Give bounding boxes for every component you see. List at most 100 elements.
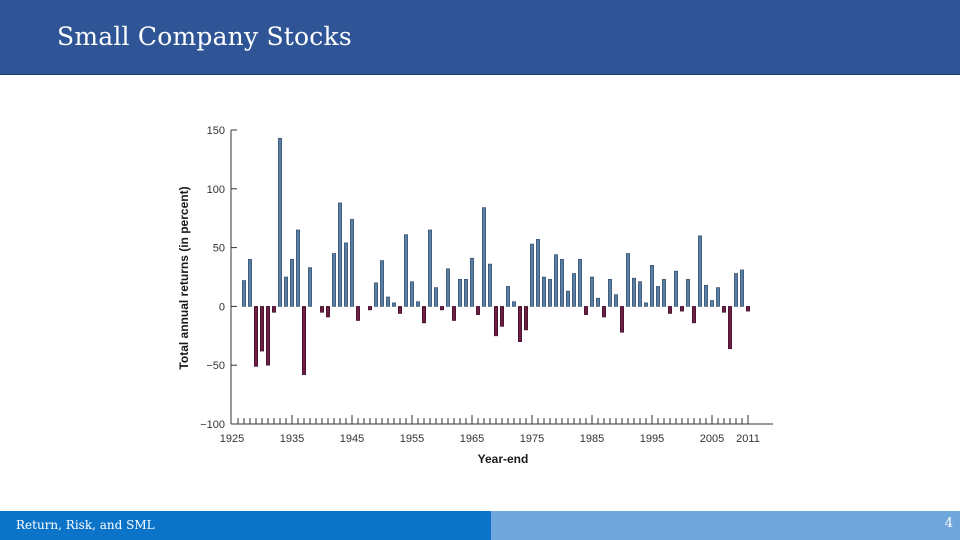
x-tick-label: 1965	[460, 433, 484, 445]
return-bar	[481, 207, 486, 307]
return-bar	[613, 294, 618, 307]
return-bar	[289, 259, 294, 307]
return-bar	[475, 306, 480, 315]
x-tick-label: 1995	[640, 433, 664, 445]
return-bar	[661, 279, 666, 307]
y-tick-label: 50	[213, 243, 225, 255]
return-bar	[643, 302, 648, 307]
return-bar	[547, 279, 552, 307]
return-bar	[355, 306, 360, 321]
return-bar	[697, 235, 702, 307]
return-bar	[637, 281, 642, 307]
x-tick-label: 1945	[340, 433, 364, 445]
return-bar	[607, 279, 612, 307]
return-bar	[577, 259, 582, 307]
return-bar	[277, 137, 282, 307]
return-bar	[319, 306, 324, 313]
return-bar	[451, 306, 456, 321]
return-bar	[733, 273, 738, 307]
return-bar	[415, 301, 420, 307]
return-bar	[265, 306, 270, 366]
return-bar	[259, 306, 264, 352]
page-number: 4	[944, 516, 953, 531]
return-bar	[745, 306, 750, 312]
return-bar	[391, 302, 396, 307]
return-bar	[529, 243, 534, 307]
return-bar	[631, 277, 636, 307]
return-bar	[709, 300, 714, 307]
return-bar	[427, 229, 432, 307]
return-bar	[385, 296, 390, 307]
x-tick-label: 1925	[220, 433, 244, 445]
y-tick-label: 0	[219, 301, 225, 313]
return-bar	[421, 306, 426, 324]
return-bar	[625, 253, 630, 307]
return-bar	[523, 306, 528, 331]
return-bar	[349, 219, 354, 307]
return-bar	[565, 290, 570, 307]
return-bar	[571, 273, 576, 307]
return-bar	[673, 270, 678, 307]
return-bar	[655, 286, 660, 307]
y-tick-label: −100	[200, 419, 225, 431]
return-bar	[715, 287, 720, 307]
return-bar	[553, 254, 558, 307]
return-bar	[493, 306, 498, 337]
return-bar	[679, 306, 684, 312]
return-bar	[685, 279, 690, 307]
x-tick-label: 1985	[580, 433, 604, 445]
x-tick-label: 2005	[700, 433, 724, 445]
return-bar	[739, 269, 744, 307]
return-bar	[703, 284, 708, 307]
return-bar	[283, 276, 288, 307]
return-bar	[487, 263, 492, 307]
return-bar	[337, 202, 342, 307]
return-bar	[397, 306, 402, 314]
return-bar	[403, 234, 408, 307]
x-tick-label: 2011	[736, 433, 760, 445]
return-bar	[254, 306, 259, 367]
footer-right-bar: 4	[491, 511, 960, 540]
return-bar	[559, 259, 564, 307]
return-bar	[439, 306, 444, 311]
return-bar	[331, 253, 336, 307]
return-bar	[691, 306, 696, 324]
return-bar	[433, 287, 438, 307]
return-bar	[601, 306, 606, 318]
return-bar	[499, 306, 504, 327]
slide-title: Small Company Stocks	[57, 22, 352, 51]
return-bar	[583, 306, 588, 315]
return-bar	[307, 267, 312, 307]
return-bar	[373, 282, 378, 307]
return-bar	[367, 306, 372, 311]
return-bar	[343, 242, 348, 307]
return-bar	[535, 239, 540, 307]
y-axis-label: Total annual returns (in percent)	[177, 186, 191, 369]
footer-left-bar: Return, Risk, and SML	[0, 511, 491, 540]
return-bar	[505, 286, 510, 307]
y-tick-label: −50	[206, 360, 225, 372]
return-bar	[649, 264, 654, 307]
return-bar	[409, 281, 414, 307]
return-bar	[727, 306, 732, 350]
return-bar	[595, 297, 600, 307]
return-bar	[379, 260, 384, 307]
return-bar	[457, 279, 462, 307]
y-tick-label: 150	[207, 125, 225, 137]
x-tick-label: 1935	[280, 433, 304, 445]
return-bar	[511, 301, 516, 307]
return-bar	[301, 306, 306, 375]
return-bar	[517, 306, 522, 342]
return-bar	[248, 259, 253, 307]
x-axis: 1925 1935 1945 1955 1965 1975 1985 1995 2005 2011	[220, 415, 773, 445]
return-bar	[721, 306, 726, 313]
return-bar	[242, 280, 247, 307]
x-axis-label: Year-end	[478, 452, 529, 466]
bars	[242, 137, 750, 375]
y-tick-label: 100	[207, 184, 225, 196]
return-bar	[325, 306, 330, 318]
return-bar	[469, 257, 474, 307]
return-bar	[667, 306, 672, 314]
return-bar	[445, 268, 450, 307]
